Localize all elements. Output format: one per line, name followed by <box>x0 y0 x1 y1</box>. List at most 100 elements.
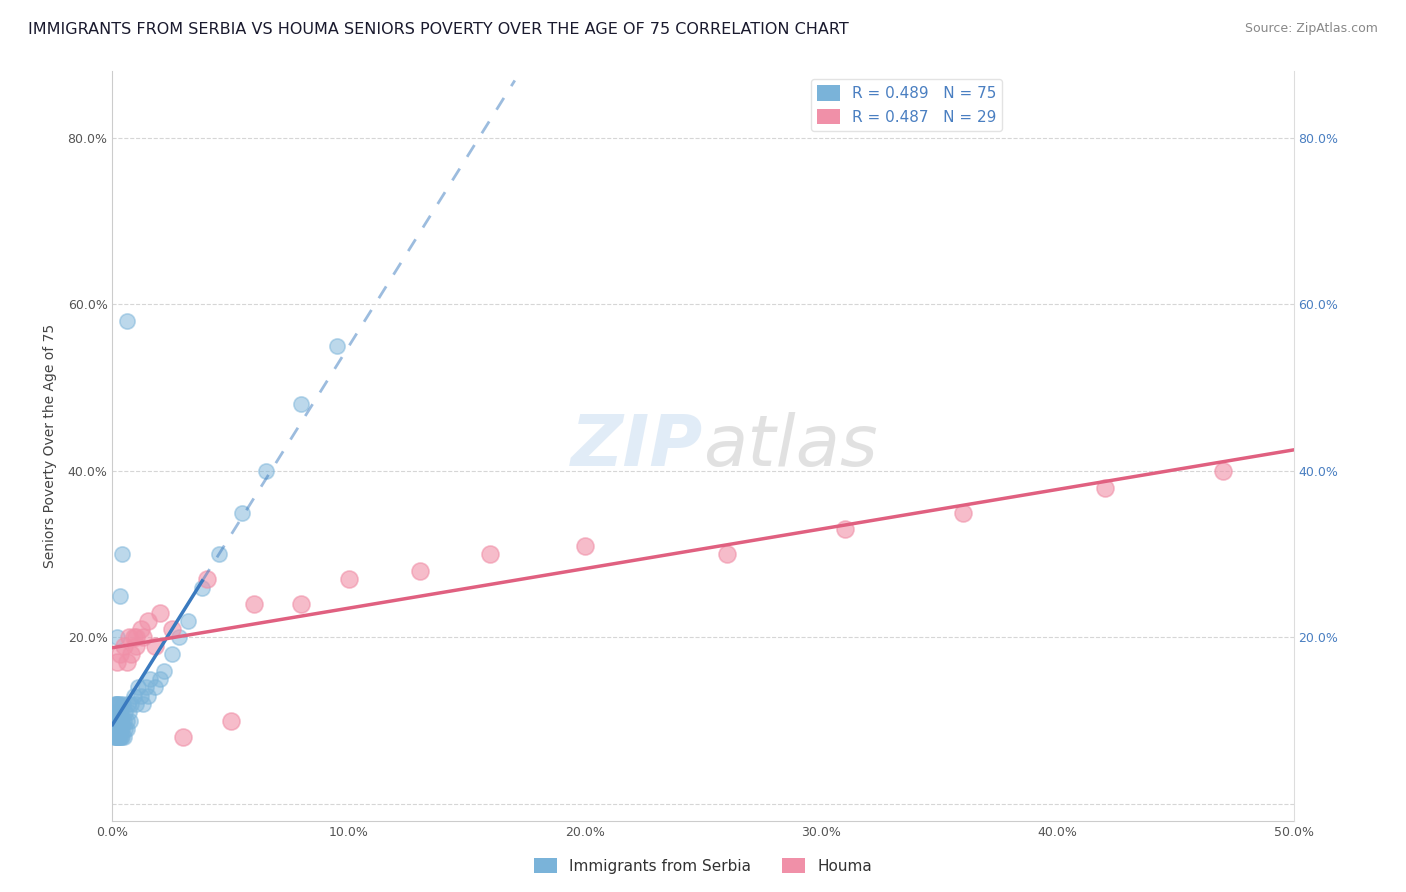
Point <box>117 697 139 711</box>
Point <box>110 706 132 720</box>
Point <box>112 639 135 653</box>
Point <box>114 706 136 720</box>
Point <box>110 697 132 711</box>
Point <box>135 681 157 695</box>
Point <box>105 656 128 670</box>
Legend: R = 0.489   N = 75, R = 0.487   N = 29: R = 0.489 N = 75, R = 0.487 N = 29 <box>811 79 1002 131</box>
Point <box>136 614 159 628</box>
Point <box>105 731 128 745</box>
Point <box>107 731 129 745</box>
Point <box>143 639 166 653</box>
Point <box>111 714 134 728</box>
Point <box>290 397 312 411</box>
Point <box>326 339 349 353</box>
Point <box>105 722 128 736</box>
Point <box>139 672 162 686</box>
Text: Source: ZipAtlas.com: Source: ZipAtlas.com <box>1244 22 1378 36</box>
Point <box>103 714 125 728</box>
Point <box>160 647 183 661</box>
Point <box>574 539 596 553</box>
Point <box>172 731 194 745</box>
Point <box>120 714 142 728</box>
Point <box>1094 481 1116 495</box>
Point <box>105 731 128 745</box>
Point <box>115 314 138 328</box>
Point <box>108 714 131 728</box>
Point <box>125 639 148 653</box>
Point <box>107 714 129 728</box>
Point <box>952 506 974 520</box>
Point <box>107 722 129 736</box>
Point <box>105 631 128 645</box>
Point <box>115 722 138 736</box>
Point <box>120 647 142 661</box>
Point <box>107 714 129 728</box>
Point <box>1212 464 1234 478</box>
Point <box>110 714 132 728</box>
Point <box>195 572 218 586</box>
Point <box>129 689 152 703</box>
Point <box>104 714 127 728</box>
Point <box>112 731 135 745</box>
Point <box>208 547 231 561</box>
Point <box>114 722 136 736</box>
Point <box>132 631 155 645</box>
Point <box>716 547 738 561</box>
Point <box>111 731 134 745</box>
Point <box>149 672 172 686</box>
Point <box>105 697 128 711</box>
Point <box>129 622 152 636</box>
Point <box>125 697 148 711</box>
Point <box>115 656 138 670</box>
Point <box>105 714 128 728</box>
Point <box>110 722 132 736</box>
Point <box>120 697 142 711</box>
Point <box>104 706 127 720</box>
Point <box>107 731 129 745</box>
Point <box>118 631 141 645</box>
Point <box>408 564 430 578</box>
Point <box>105 731 128 745</box>
Point <box>105 697 128 711</box>
Y-axis label: Seniors Poverty Over the Age of 75: Seniors Poverty Over the Age of 75 <box>42 324 56 568</box>
Point <box>125 631 148 645</box>
Point <box>231 506 253 520</box>
Point <box>122 631 145 645</box>
Point <box>105 722 128 736</box>
Point <box>112 714 135 728</box>
Point <box>107 722 129 736</box>
Point <box>108 722 131 736</box>
Point <box>111 722 134 736</box>
Point <box>110 731 132 745</box>
Point <box>105 722 128 736</box>
Point <box>177 614 200 628</box>
Text: atlas: atlas <box>703 411 877 481</box>
Point <box>108 714 131 728</box>
Point <box>143 681 166 695</box>
Point <box>136 689 159 703</box>
Point <box>160 622 183 636</box>
Point <box>290 597 312 611</box>
Point <box>479 547 502 561</box>
Point <box>127 681 149 695</box>
Point <box>105 714 128 728</box>
Point <box>118 706 141 720</box>
Point <box>115 714 138 728</box>
Point <box>104 731 127 745</box>
Point <box>108 722 131 736</box>
Point <box>191 581 214 595</box>
Point <box>104 722 127 736</box>
Point <box>103 731 125 745</box>
Point <box>132 697 155 711</box>
Point <box>105 706 128 720</box>
Point <box>111 547 134 561</box>
Point <box>108 589 131 603</box>
Point <box>243 597 266 611</box>
Point <box>122 689 145 703</box>
Point <box>108 706 131 720</box>
Point <box>107 706 129 720</box>
Point <box>107 697 129 711</box>
Point <box>834 522 856 536</box>
Point <box>254 464 277 478</box>
Point <box>149 606 172 620</box>
